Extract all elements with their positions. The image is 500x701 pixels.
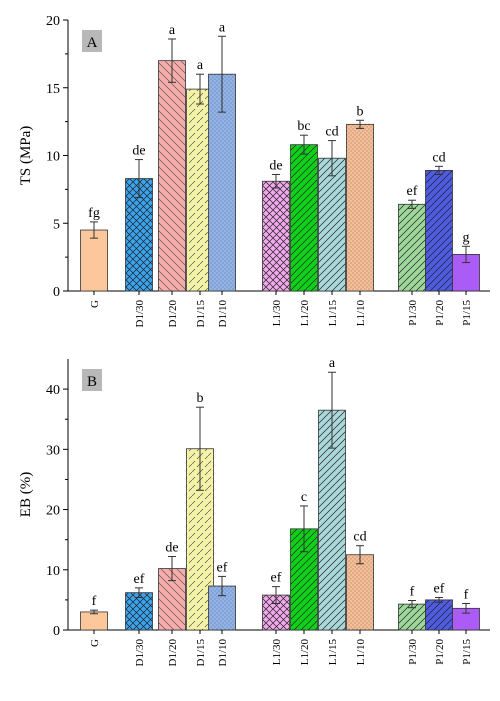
category-label: L1/20 <box>299 639 311 666</box>
significance-letter: c <box>301 490 307 505</box>
significance-letter: f <box>464 588 469 603</box>
panel-a: 0 5 10 15 20 TS (MPa) Afg Gde D1/30 a D1/20 a D1/15 a… <box>18 14 490 328</box>
significance-letter: a <box>329 356 336 371</box>
category-label: L1/20 <box>299 300 311 327</box>
y-axis-label: TS (MPa) <box>18 126 34 186</box>
significance-letter: ef <box>134 572 145 587</box>
significance-letter: ef <box>434 581 445 596</box>
category-label: D1/30 <box>134 300 146 328</box>
category-label: D1/15 <box>195 300 207 328</box>
significance-letter: ef <box>271 571 282 586</box>
panel-tag: B <box>87 374 97 390</box>
panel-tag-background <box>82 369 102 391</box>
significance-letter: ef <box>407 184 418 199</box>
significance-letter: g <box>463 230 470 245</box>
significance-letter: a <box>219 20 226 35</box>
bar <box>452 608 480 630</box>
significance-letter: b <box>357 104 364 119</box>
y-tick-label: 0 <box>53 624 60 639</box>
significance-letter: de <box>132 144 145 159</box>
y-tick-label: 0 <box>53 285 60 300</box>
category-label: G <box>89 300 101 308</box>
category-label: D1/10 <box>217 639 229 667</box>
significance-letter: a <box>197 58 204 73</box>
significance-letter: de <box>165 541 178 556</box>
category-label: P1/20 <box>434 300 446 326</box>
bar-pattern <box>262 181 290 291</box>
y-tick-label: 20 <box>46 504 60 519</box>
category-label: P1/15 <box>461 639 473 665</box>
bar-pattern <box>346 124 374 292</box>
y-tick-label: 30 <box>46 443 60 458</box>
category-label: L1/15 <box>327 300 339 327</box>
panel-tag-background <box>82 30 102 52</box>
bar-pattern <box>425 599 453 630</box>
bar-pattern <box>125 592 153 630</box>
category-label: G <box>89 639 101 647</box>
significance-letter: cd <box>432 150 445 165</box>
category-label: D1/20 <box>167 300 179 328</box>
y-tick-label: 40 <box>46 383 60 398</box>
category-label: P1/30 <box>407 639 419 665</box>
bar-pattern <box>158 60 186 292</box>
y-tick-label: 20 <box>46 14 60 29</box>
panel-b: 0 10 20 30 40 EB (%) Bf Gef D1/30 de D1/20 b D1/15 ef… <box>18 356 490 667</box>
panel-tag: A <box>87 35 98 51</box>
bar <box>80 230 108 291</box>
bar-pattern <box>398 204 426 291</box>
category-label: P1/15 <box>461 300 473 326</box>
significance-letter: cd <box>325 125 338 140</box>
category-label: D1/20 <box>167 639 179 667</box>
bar-pattern <box>290 144 318 291</box>
category-label: D1/10 <box>217 300 229 328</box>
y-tick-label: 15 <box>46 82 60 97</box>
category-label: D1/30 <box>134 639 146 667</box>
significance-letter: a <box>169 23 176 38</box>
bar-pattern <box>425 170 453 291</box>
bar-pattern <box>318 158 346 291</box>
category-label: L1/10 <box>355 639 367 666</box>
category-label: P1/20 <box>434 639 446 665</box>
category-label: P1/30 <box>407 300 419 326</box>
category-label: L1/30 <box>271 300 283 327</box>
significance-letter: ef <box>217 560 228 575</box>
category-label: D1/15 <box>195 639 207 667</box>
significance-letter: f <box>92 594 97 609</box>
category-label: L1/30 <box>271 639 283 666</box>
y-tick-label: 5 <box>53 217 60 232</box>
y-tick-label: 10 <box>46 564 60 579</box>
bar <box>80 611 108 630</box>
bar-pattern <box>346 554 374 630</box>
y-tick-label: 10 <box>46 150 60 165</box>
significance-letter: fg <box>88 206 100 221</box>
significance-letter: b <box>197 391 204 406</box>
bar-pattern <box>398 604 426 630</box>
significance-letter: f <box>410 584 415 599</box>
significance-letter: bc <box>297 119 310 134</box>
significance-letter: cd <box>353 530 366 545</box>
significance-letter: de <box>269 158 282 173</box>
category-label: L1/15 <box>327 639 339 666</box>
y-axis-label: EB (%) <box>18 472 34 517</box>
category-label: L1/10 <box>355 300 367 327</box>
